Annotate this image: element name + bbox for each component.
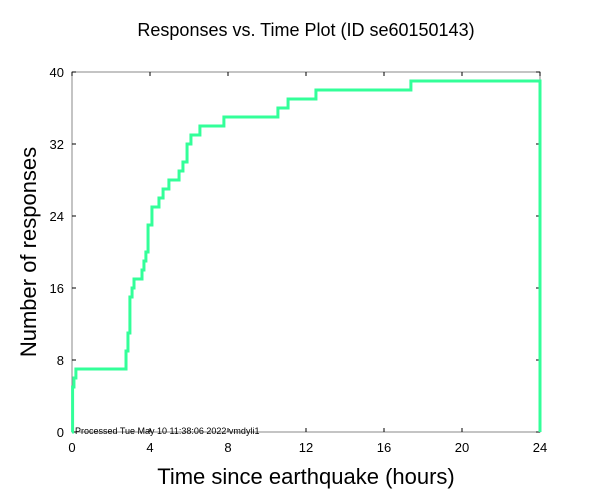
- chart-title: Responses vs. Time Plot (ID se60150143): [137, 20, 474, 40]
- y-tick-label: 32: [50, 137, 64, 152]
- y-tick-label: 16: [50, 281, 64, 296]
- processed-annotation: Processed Tue May 10 11:38:06 2022 vmdyl…: [75, 426, 259, 436]
- y-tick-label: 8: [57, 353, 64, 368]
- x-tick-label: 24: [533, 440, 547, 455]
- x-axis-label: Time since earthquake (hours): [157, 464, 455, 489]
- x-tick-label: 4: [146, 440, 153, 455]
- x-tick-label: 12: [299, 440, 313, 455]
- x-tick-label: 0: [68, 440, 75, 455]
- response-step-line: [71, 79, 542, 434]
- x-tick-label: 8: [224, 440, 231, 455]
- plot-frame: [71, 71, 541, 433]
- y-axis-label: Number of responses: [16, 147, 41, 357]
- y-tick-label: 40: [50, 65, 64, 80]
- y-tick-label: 24: [50, 209, 64, 224]
- y-tick-label: 0: [57, 425, 64, 440]
- x-tick-label: 20: [455, 440, 469, 455]
- x-tick-label: 16: [377, 440, 391, 455]
